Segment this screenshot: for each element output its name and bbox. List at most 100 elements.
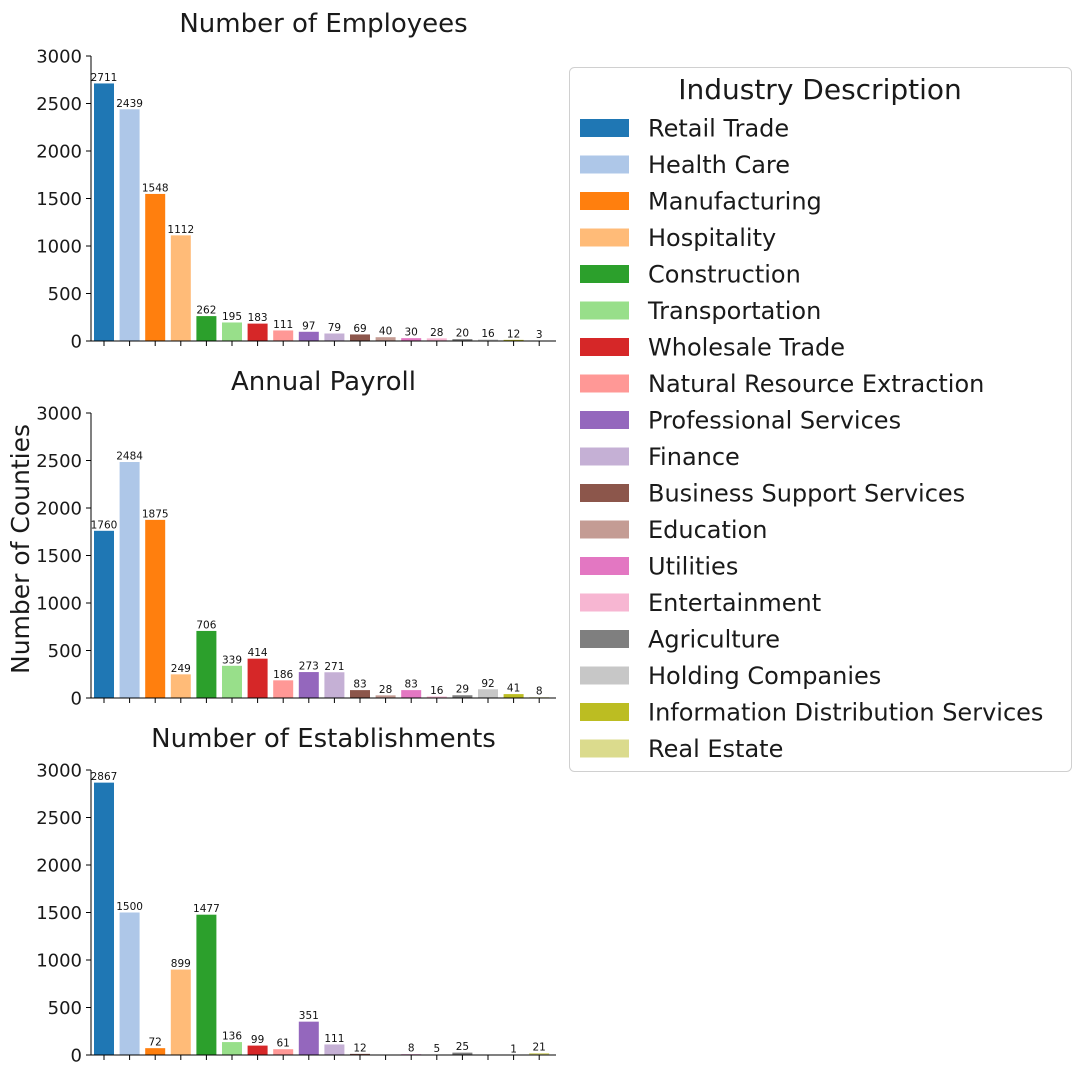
bar [247,1045,268,1055]
y-tick-label: 2500 [36,808,82,829]
legend-swatch [580,374,629,393]
data-label: 1500 [116,901,143,913]
bar [196,630,217,698]
bar [247,658,268,698]
legend-swatch [580,630,629,648]
legend-item: Hospitality [580,224,776,252]
bar [529,1053,550,1055]
bar [478,689,498,698]
panel-title: Number of Establishments [151,724,496,754]
data-label: 1760 [91,519,118,531]
bar [273,330,294,341]
bar [273,1049,294,1055]
data-label: 111 [273,319,293,331]
bar [452,339,473,341]
legend-swatch [580,703,629,721]
bar [222,1042,242,1055]
legend-frame [569,67,1072,772]
data-label: 29 [456,684,469,696]
data-label: 5 [433,1043,440,1055]
panels: Number of Employees271124391548111226219… [36,9,556,1067]
y-tick-label: 500 [48,641,82,662]
data-label: 1548 [142,182,169,194]
bar [145,1048,166,1055]
bar [170,969,191,1055]
bar [298,331,319,341]
bar [324,672,345,698]
data-label: 2484 [116,451,143,463]
legend-label: Manufacturing [648,188,822,216]
y-tick-label: 1500 [36,903,82,924]
legend-swatch [580,411,629,429]
data-label: 1477 [193,903,220,915]
y-tick-label: 1000 [36,951,82,972]
data-label: 195 [222,311,242,323]
data-label: 414 [248,647,268,659]
legend-swatch [580,666,629,685]
legend-swatch [580,301,629,320]
bar [119,109,140,341]
bar [119,912,140,1055]
legend-label: Retail Trade [648,115,789,143]
y-tick-label: 1000 [36,237,82,258]
data-label: 83 [405,679,418,691]
legend-swatch [580,155,629,174]
data-label: 1112 [167,224,194,236]
data-label: 249 [171,663,191,675]
y-tick-label: 1000 [36,594,82,615]
legend-item: Entertainment [580,589,821,617]
bar [503,694,524,698]
legend-label: Transportation [647,297,821,325]
data-label: 351 [299,1010,319,1022]
y-tick-label: 0 [71,332,82,353]
legend-item: Manufacturing [580,188,822,216]
bar [170,235,191,341]
data-label: 899 [171,958,191,970]
data-label: 28 [379,684,392,696]
legend-label: Construction [648,261,801,289]
data-label: 92 [481,678,494,690]
legend-swatch [580,338,629,356]
y-tick-label: 3000 [36,47,82,68]
legend-label: Business Support Services [648,480,965,508]
legend-swatch [580,484,629,502]
data-label: 3 [536,329,543,341]
y-tick-label: 0 [71,1046,82,1067]
data-label: 111 [324,1033,344,1045]
bar [196,914,217,1055]
data-label: 16 [430,685,444,697]
bar [324,1044,345,1055]
legend-item: Utilities [580,553,738,581]
legend-label: Finance [648,443,740,471]
legend-item: Holding Companies [580,662,881,690]
legend-label: Wholesale Trade [648,334,845,362]
bar [324,333,345,341]
bar [170,674,191,698]
y-tick-label: 1500 [36,546,82,567]
bar [350,690,370,698]
legend-label: Health Care [648,151,790,179]
legend-swatch [580,265,629,283]
bar [222,322,242,341]
data-label: 273 [299,661,319,673]
y-tick-label: 500 [48,284,82,305]
bar [375,695,396,698]
legend-swatch [580,557,629,575]
legend-label: Agriculture [648,626,780,654]
legend-item: Wholesale Trade [580,334,845,362]
legend-label: Holding Companies [648,662,881,690]
data-label: 339 [222,654,242,666]
bar [94,782,114,1055]
legend-label: Education [648,516,767,544]
data-label: 8 [536,686,543,698]
bar [145,193,166,341]
y-tick-label: 500 [48,998,82,1019]
data-label: 2867 [91,771,118,783]
y-tick-label: 2500 [36,94,82,115]
data-label: 21 [533,1042,546,1054]
data-label: 97 [302,320,315,332]
bar [401,338,422,341]
data-label: 2711 [91,72,118,84]
bar [401,690,422,698]
